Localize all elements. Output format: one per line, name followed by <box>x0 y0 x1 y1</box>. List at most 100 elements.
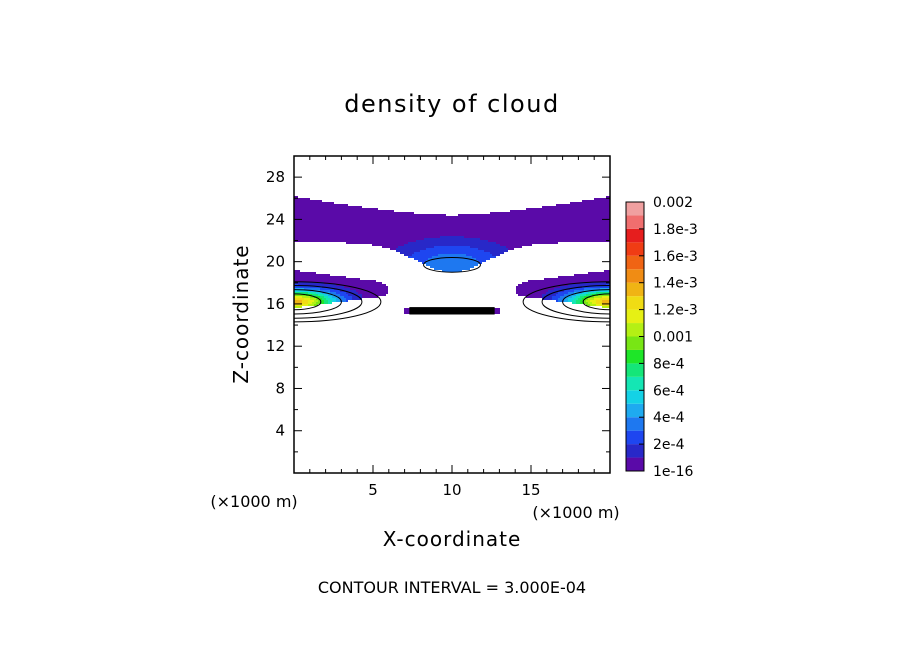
field-cell <box>310 298 316 300</box>
field-cell <box>418 260 426 262</box>
colorbar-tick-label: 1e-16 <box>653 464 693 480</box>
field-cell <box>564 298 568 300</box>
field-cell <box>294 222 610 224</box>
field-cell <box>396 250 420 252</box>
field-cell <box>518 294 542 296</box>
field-cell <box>438 254 466 256</box>
field-cell <box>440 236 464 238</box>
colorbar-segment <box>626 202 644 216</box>
field-cell <box>586 304 590 306</box>
field-cell <box>308 304 314 306</box>
contour-fields <box>294 196 610 314</box>
field-cell <box>308 292 316 294</box>
field-cell <box>506 246 522 248</box>
field-cell <box>574 274 610 276</box>
field-cell <box>580 302 584 304</box>
field-cell <box>542 296 552 298</box>
field-cell <box>576 300 580 302</box>
field-cell <box>556 204 610 206</box>
field-cell <box>592 302 596 304</box>
field-cell <box>508 248 514 250</box>
field-cell <box>572 300 576 302</box>
field-cell <box>294 236 440 238</box>
field-cell <box>294 218 610 220</box>
field-cell <box>552 298 558 300</box>
field-cell <box>420 250 484 252</box>
field-cell <box>606 196 610 198</box>
field-cell <box>572 296 576 298</box>
field-cell <box>356 290 388 292</box>
field-cell <box>346 298 352 300</box>
field-cell <box>294 272 316 274</box>
field-cell <box>576 296 580 298</box>
field-cell <box>328 294 334 296</box>
field-cell <box>602 304 610 306</box>
colorbar-segment <box>626 349 644 364</box>
field-cell <box>350 288 388 290</box>
field-cell <box>516 290 548 292</box>
field-cell <box>294 282 324 284</box>
field-cell <box>408 242 496 244</box>
field-cell <box>568 284 606 286</box>
field-cell <box>596 304 602 306</box>
field-cell <box>426 260 478 262</box>
colorbar-tick-label: 0.001 <box>653 330 693 346</box>
y-tick-label: 16 <box>266 295 285 313</box>
contour-interval-note: CONTOUR INTERVAL = 3.000E-04 <box>318 578 586 597</box>
field-cell <box>330 290 340 292</box>
field-cell <box>542 298 552 300</box>
field-cell <box>294 196 298 198</box>
field-cell <box>294 294 306 296</box>
field-cell <box>298 284 336 286</box>
colorbar-segment <box>626 336 644 350</box>
field-cell <box>584 300 586 302</box>
field-cell <box>302 300 308 302</box>
colorbar-tick-label: 1.8e-3 <box>653 222 698 238</box>
field-cell <box>336 300 340 302</box>
field-cell <box>576 302 580 304</box>
field-cell <box>332 296 338 298</box>
field-cell <box>324 300 328 302</box>
field-cell <box>496 242 558 244</box>
field-cell <box>590 304 596 306</box>
field-cell <box>304 288 320 290</box>
colorbar-segment <box>626 242 644 256</box>
field-cell <box>594 290 610 292</box>
y-tick-label: 12 <box>266 337 285 355</box>
field-cell <box>528 280 610 282</box>
field-cell <box>294 202 334 204</box>
x-axis-unit: (×1000 m) <box>532 503 619 522</box>
contour-line <box>423 256 481 273</box>
field-cell <box>582 292 588 294</box>
field-cell <box>590 296 594 298</box>
field-cell <box>328 300 332 302</box>
field-cell <box>344 286 388 288</box>
contour-line <box>294 284 363 319</box>
field-cell <box>564 290 574 292</box>
field-cell <box>294 300 302 302</box>
field-cell <box>320 290 330 292</box>
field-cell <box>584 296 590 298</box>
field-cell <box>302 304 308 306</box>
x-tick-label: 10 <box>442 481 461 499</box>
field-cell <box>478 260 486 262</box>
field-cell <box>500 244 532 246</box>
field-cell <box>294 212 414 214</box>
field-cell <box>490 252 504 254</box>
field-cell <box>580 296 584 298</box>
colorbar-tick-label: 4e-4 <box>653 410 685 426</box>
field-cell <box>302 296 310 298</box>
field-cell <box>322 286 344 288</box>
field-cell <box>320 298 322 300</box>
field-cell <box>556 294 564 296</box>
field-cell <box>372 244 404 246</box>
field-cell <box>442 270 462 272</box>
field-cell <box>582 200 610 202</box>
field-cell <box>602 296 610 298</box>
field-cell <box>308 300 314 302</box>
field-cell <box>408 256 432 258</box>
field-cell <box>424 262 480 264</box>
field-cell <box>336 298 340 300</box>
chart-title: density of cloud <box>344 90 559 118</box>
